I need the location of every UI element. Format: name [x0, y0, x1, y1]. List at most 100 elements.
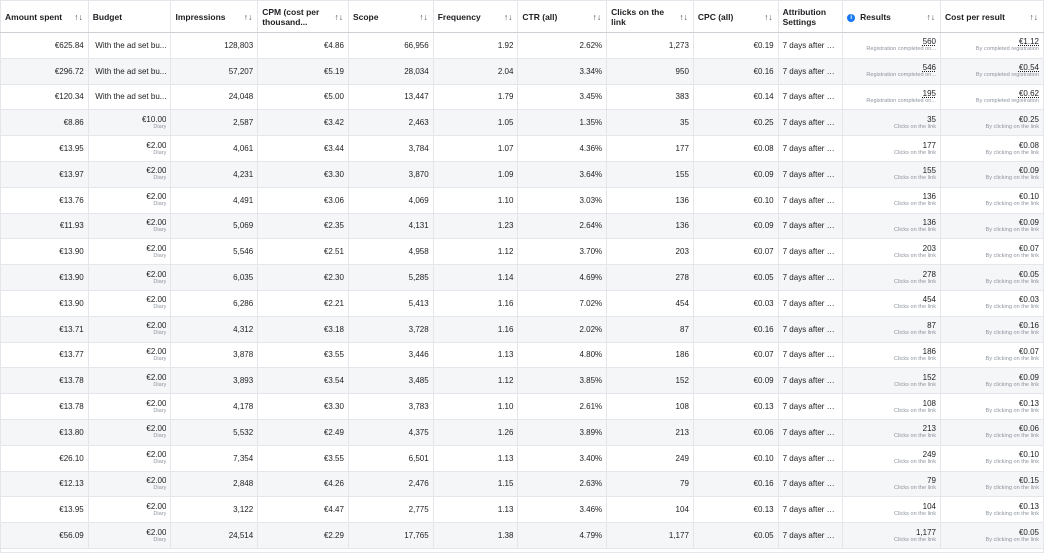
table-row[interactable]: €13.76 €2.00 Diary 4,491 €3.06 4,069 1.10 3.03%… [0, 186, 1044, 214]
cell-cost: €0.15 By clicking on the link [940, 470, 1044, 498]
cell-cpm: €5.19 [257, 57, 349, 85]
table-row[interactable]: €13.71 €2.00 Diary 4,312 €3.18 3,728 1.16 2.02%… [0, 315, 1044, 343]
table-row[interactable]: €11.93 €2.00 Diary 5,069 €2.35 4,131 1.23 2.64%… [0, 212, 1044, 240]
column-header[interactable]: i Results ↑↓ [842, 0, 942, 33]
cell-results: 278 Clicks on the link [842, 264, 942, 291]
table-row[interactable]: €8.86 €10.00 Diary 2,587 €3.42 2,463 1.05 1.35%… [0, 109, 1044, 137]
cell-scope: 28,034 [347, 57, 434, 85]
cell-cpc-value: €0.05 [753, 531, 774, 541]
sort-icon[interactable]: ↑↓ [74, 11, 83, 22]
cell-cpm-value: €3.42 [323, 118, 344, 128]
cell-results: 454 Clicks on the link [842, 289, 942, 317]
column-header-label: i Results [847, 12, 936, 22]
sort-icon[interactable]: ↑↓ [334, 11, 343, 22]
column-header[interactable]: Cost per result ↑↓ [940, 0, 1044, 33]
cell-budget: €2.00 Diary [87, 393, 172, 420]
cell-ctr: 3.34% [517, 57, 608, 85]
sort-icon[interactable]: ↑↓ [592, 11, 602, 22]
cell-results: 177 Clicks on the link [842, 135, 942, 162]
table-row[interactable]: €120.34 With the ad set bu... 24,048 €5.00 1… [0, 83, 1044, 111]
table-row[interactable]: €13.77 €2.00 Diary 3,878 €3.55 3,446 1.13 4.80%… [0, 341, 1044, 369]
table-row[interactable]: €13.90 €2.00 Diary 6,035 €2.30 5,285 1.14 4.69%… [0, 264, 1044, 291]
table-row[interactable]: €13.90 €2.00 Diary 6,286 €2.21 5,413 1.16 7.02%… [0, 289, 1044, 317]
cell-results-subtext: Clicks on the link [894, 536, 937, 543]
sort-icon[interactable]: ↑↓ [679, 11, 688, 22]
cell-budget: €2.00 Diary [87, 470, 172, 498]
cell-cpm: €2.21 [257, 289, 349, 317]
cell-cpc-value: €0.13 [753, 505, 774, 515]
cell-impressions-value: 128,803 [224, 40, 254, 50]
cell-cost: €0.25 By clicking on the link [940, 109, 1044, 137]
table-row[interactable]: €13.90 €2.00 Diary 5,546 €2.51 4,958 1.12 3.70%… [0, 238, 1044, 266]
cell-cost-value: €0.13 [1018, 501, 1039, 511]
cell-attribution: 7 days after cli... [777, 57, 844, 85]
cell-ctr-value: 7.02% [579, 298, 603, 308]
table-row[interactable]: €12.13 €2.00 Diary 2,848 €4.26 2,476 1.15 2.63%… [0, 470, 1044, 498]
column-header[interactable]: Amount spent ↑↓ [0, 0, 89, 33]
column-header-text: Budget [92, 11, 123, 22]
cell-impressions-value: 3,878 [233, 350, 254, 360]
cell-attribution-value: 7 days after cli... [782, 195, 839, 205]
column-header[interactable]: Impressions ↑↓ [170, 0, 259, 33]
sort-icon[interactable]: ↑↓ [926, 11, 936, 22]
cell-spent-value: €11.93 [59, 221, 84, 231]
table-row[interactable]: €26.10 €2.00 Diary 7,354 €3.55 6,501 1.13 3.40%… [0, 444, 1044, 472]
cell-cpm: €4.26 [257, 470, 349, 498]
cell-attribution-value: 7 days after cli... [782, 402, 839, 412]
cell-frequency: 1.13 [432, 444, 519, 472]
column-header[interactable]: Clicks on the link ↑↓ [606, 0, 694, 33]
cell-budget-value: €2.00 [146, 501, 167, 511]
column-header[interactable]: CPM (cost per thousand... ↑↓ [257, 0, 349, 33]
table-row[interactable]: €13.78 €2.00 Diary 3,893 €3.54 3,485 1.12 3.85%… [0, 367, 1044, 395]
table-row[interactable]: €13.95 €2.00 Diary 4,061 €3.44 3,784 1.07 4.36%… [0, 135, 1044, 162]
column-header[interactable]: Scope ↑↓ [347, 0, 434, 33]
sort-icon[interactable]: ↑↓ [1029, 11, 1039, 22]
cell-ctr: 2.61% [517, 393, 608, 420]
table-row[interactable]: €13.95 €2.00 Diary 3,122 €4.47 2,775 1.13 3.46%… [0, 496, 1044, 524]
cell-results-subtext: Clicks on the link [894, 252, 937, 259]
column-header[interactable]: Attribution Settings [777, 0, 844, 33]
cell-clicks: 136 [606, 186, 694, 214]
cell-clicks: 79 [606, 470, 694, 498]
table-row[interactable]: €625.84 With the ad set bu... 128,803 €4.86… [0, 32, 1044, 59]
cell-spent-value: €13.95 [59, 505, 84, 515]
sort-icon[interactable]: ↑↓ [764, 11, 773, 22]
cell-results: 249 Clicks on the link [842, 444, 942, 472]
table-row[interactable]: €13.80 €2.00 Diary 5,532 €2.49 4,375 1.26 3.89%… [0, 418, 1044, 446]
column-header[interactable]: CTR (all) ↑↓ [517, 0, 608, 33]
cell-attribution: 7 days after cli... [777, 522, 844, 549]
cell-budget-value: €2.00 [146, 321, 167, 331]
cell-cpc-value: €0.05 [753, 273, 774, 283]
cell-clicks-value: 186 [675, 350, 689, 360]
info-icon[interactable]: i [847, 13, 856, 22]
table-row[interactable]: €296.72 With the ad set bu... 57,207 €5.19 2… [0, 57, 1044, 85]
cell-cost-subtext: By clicking on the link [985, 175, 1039, 182]
cell-cpc-value: €0.09 [753, 221, 774, 231]
table-row[interactable]: €13.97 €2.00 Diary 4,231 €3.30 3,870 1.09 3.64%… [0, 160, 1044, 188]
cell-cpm: €3.30 [257, 393, 349, 420]
sort-icon[interactable]: ↑↓ [419, 11, 428, 22]
cell-cpm: €2.29 [257, 522, 349, 549]
cell-impressions-value: 4,491 [233, 195, 254, 205]
cell-clicks: 35 [606, 109, 694, 137]
cell-spent: €8.86 [0, 109, 89, 137]
cell-clicks-value: 249 [675, 453, 689, 463]
cell-clicks: 108 [606, 393, 694, 420]
cell-cost-value: €0.09 [1018, 372, 1039, 382]
table-row[interactable]: €56.09 €2.00 Diary 24,514 €2.29 17,765 1.38 4.7… [0, 522, 1044, 549]
cell-clicks: 186 [606, 341, 694, 369]
cell-spent: €56.09 [0, 522, 89, 549]
column-header[interactable]: Frequency ↑↓ [432, 0, 519, 33]
cell-cost: €0.05 By clicking on the link [940, 264, 1044, 291]
column-header[interactable]: Budget [87, 0, 172, 33]
column-header[interactable]: CPC (all) ↑↓ [692, 0, 779, 33]
cell-cost-subtext: By clicking on the link [985, 355, 1039, 362]
cell-results-value: 560 [922, 37, 937, 47]
sort-icon[interactable]: ↑↓ [503, 11, 513, 22]
cell-spent-value: €13.80 [59, 427, 84, 437]
cell-clicks-value: 136 [675, 221, 689, 231]
cell-cpc-value: €0.16 [753, 324, 774, 334]
table-row[interactable]: €13.78 €2.00 Diary 4,178 €3.30 3,783 1.10 2.61%… [0, 393, 1044, 420]
sort-icon[interactable]: ↑↓ [243, 11, 253, 22]
cell-frequency-value: 1.13 [497, 505, 514, 515]
